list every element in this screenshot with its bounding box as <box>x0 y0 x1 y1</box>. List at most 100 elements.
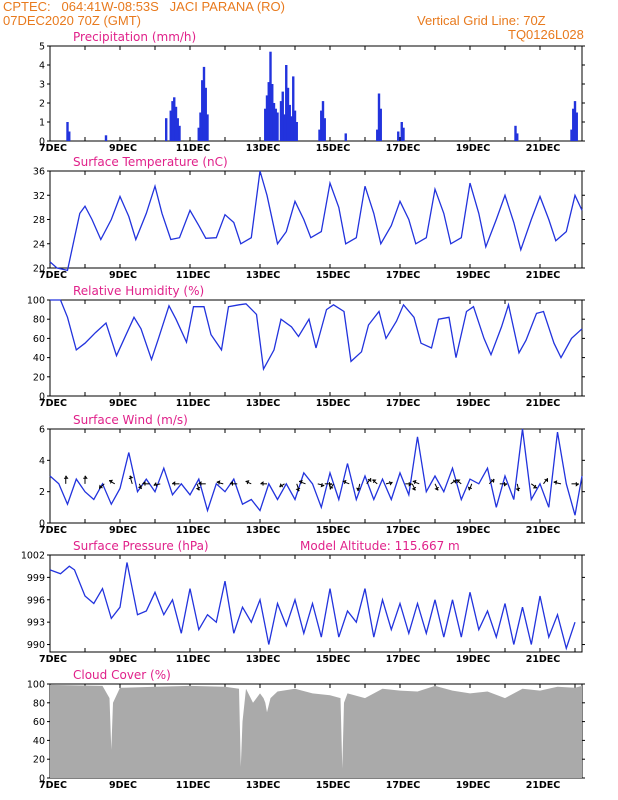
wind-vector-head <box>329 485 334 490</box>
cloud-cover-y-label: 0 <box>39 774 45 785</box>
cloud-cover-x-label: 7DEC <box>39 780 67 791</box>
precip-bar <box>68 131 71 141</box>
relative-humidity-y-label: 60 <box>33 334 45 345</box>
wind-vector-head <box>389 480 393 486</box>
surface-pressure-x-label: 11DEC <box>176 654 211 665</box>
surface-temperature-x-label: 13DEC <box>246 270 281 281</box>
precip-bar <box>286 87 290 141</box>
relative-humidity-y-label: 20 <box>33 372 45 383</box>
wind-vector-head <box>544 478 549 483</box>
cloud-cover-x-label: 19DEC <box>456 780 491 791</box>
wind-vector-head <box>408 482 412 487</box>
relative-humidity-title: Relative Humidity (%) <box>73 284 204 298</box>
relative-humidity-y-label: 40 <box>33 353 45 364</box>
wind-vector <box>434 483 439 491</box>
surface-wind-x-label: 9DEC <box>109 525 137 536</box>
precip-bar <box>285 65 288 141</box>
precip-bar <box>171 101 174 141</box>
precip-bar <box>318 129 321 141</box>
wind-vector <box>129 475 133 484</box>
surface-temperature-x-label: 17DEC <box>386 270 421 281</box>
precip-bar <box>400 122 403 141</box>
precipitation-y-label: 4 <box>39 61 45 72</box>
precip-bar <box>174 106 178 141</box>
surface-temperature-x-label: 11DEC <box>176 270 211 281</box>
surface-wind-x-label: 11DEC <box>176 525 211 536</box>
wind-vector-head <box>320 483 325 488</box>
surface-wind-x-label: 13DEC <box>246 525 281 536</box>
precip-bar <box>402 127 405 141</box>
wind-vector-head <box>260 481 264 486</box>
precipitation-x-label: 19DEC <box>456 143 491 154</box>
precip-bar <box>197 127 200 141</box>
precip-bar <box>269 51 272 142</box>
wind-vector-head <box>229 481 233 486</box>
surface-temperature-y-label: 28 <box>33 215 45 226</box>
surface-pressure-frame <box>49 554 583 653</box>
relative-humidity-x-label: 19DEC <box>456 398 491 409</box>
station-header: CPTEC: 064:41W-08:53S JACI PARANA (RO) <box>3 0 286 14</box>
run-time-header: 07DEC2020 70Z (GMT) <box>3 13 141 28</box>
precip-bar <box>176 118 179 141</box>
surface-pressure-annotation: Model Altitude: 115.667 m <box>300 539 460 553</box>
surface-wind-x-label: 21DEC <box>526 525 561 536</box>
wind-vector <box>245 480 252 485</box>
wind-vector-head <box>298 479 303 485</box>
surface-pressure-x-label: 13DEC <box>246 654 281 665</box>
precip-bar <box>276 112 279 141</box>
precip-bar <box>573 101 577 141</box>
precip-bar <box>281 91 284 141</box>
wind-vector-head <box>195 486 201 491</box>
wind-vector-head <box>142 481 146 486</box>
wind-vector-head <box>411 486 417 491</box>
wind-vector-head <box>128 475 134 480</box>
surface-temperature-x-label: 21DEC <box>526 270 561 281</box>
precip-bar <box>295 122 298 141</box>
precipitation-title: Precipitation (mm/h) <box>73 30 196 44</box>
precipitation-frame <box>49 45 583 142</box>
surface-pressure-line <box>49 562 576 651</box>
surface-temperature-y-label: 36 <box>33 167 45 178</box>
wind-vector-head <box>83 475 88 479</box>
precip-bar <box>201 80 204 141</box>
wind-vector <box>412 480 420 485</box>
precipitation-x-label: 7DEC <box>39 143 67 154</box>
wind-vector-head <box>412 479 417 485</box>
cloud-cover-y-label: 60 <box>33 717 45 728</box>
precip-bar <box>379 108 382 141</box>
surface-temperature-x-label: 7DEC <box>39 270 67 281</box>
precip-bar <box>570 129 573 141</box>
precip-bar <box>66 122 69 141</box>
precipitation-x-label: 17DEC <box>386 143 421 154</box>
precip-bar <box>279 101 283 141</box>
precip-bar <box>178 125 181 141</box>
surface-wind-title: Surface Wind (m/s) <box>73 413 188 427</box>
wind-vector-head <box>456 479 461 484</box>
relative-humidity-x-label: 15DEC <box>316 398 351 409</box>
precipitation-x-label: 21DEC <box>526 143 561 154</box>
precip-bar <box>271 84 274 141</box>
surface-wind-x-label: 17DEC <box>386 525 421 536</box>
surface-temperature-line <box>49 170 583 272</box>
precip-bar <box>265 95 269 141</box>
surface-wind-y-label: 6 <box>39 425 45 436</box>
wind-vector <box>296 483 300 492</box>
wind-vector <box>99 483 105 489</box>
precip-bar <box>165 118 168 141</box>
cloud-cover-title: Cloud Cover (%) <box>73 668 171 682</box>
precip-bar <box>514 125 517 141</box>
precipitation-x-label: 15DEC <box>316 143 351 154</box>
wind-vector-head <box>372 479 377 484</box>
precip-bar <box>202 66 206 141</box>
cloud-cover-x-label: 11DEC <box>176 780 211 791</box>
precip-bar <box>320 110 323 141</box>
wind-vector-head <box>172 481 176 486</box>
surface-pressure-x-label: 9DEC <box>109 654 137 665</box>
relative-humidity-y-label: 100 <box>27 296 45 307</box>
precip-bar <box>323 118 326 141</box>
precipitation-y-label: 5 <box>39 42 45 53</box>
surface-wind-y-label: 2 <box>39 487 45 498</box>
wind-vector <box>366 477 372 485</box>
precip-bar <box>575 112 578 141</box>
cloud-cover-x-label: 9DEC <box>109 780 137 791</box>
